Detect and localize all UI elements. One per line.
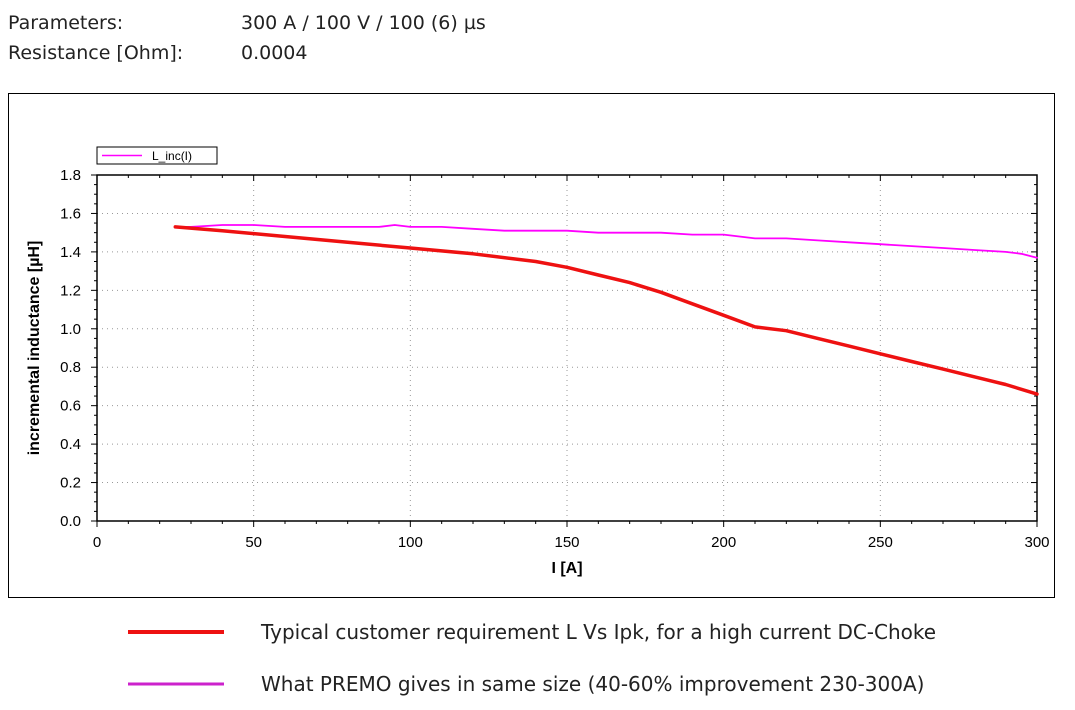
inductance-chart: 0 50 100 150 200 250 300 0.0 0.2 0.4 0.6 0.8 1.0 1.2 1… [26, 146, 1050, 577]
x-tick-label: 300 [1024, 534, 1049, 551]
x-tick-label: 50 [245, 534, 262, 551]
y-tick-label: 0.6 [60, 398, 81, 415]
resistance-label: Resistance [Ohm]: [8, 42, 184, 64]
y-tick-label: 1.4 [60, 244, 81, 261]
x-tick-label: 200 [711, 534, 736, 551]
x-tick-label: 100 [398, 534, 423, 551]
legend-red-label: Typical customer requirement L Vs Ipk, f… [261, 620, 937, 644]
bottom-legend-item: Typical customer requirement L Vs Ipk, f… [128, 606, 936, 658]
x-tick-label: 250 [868, 534, 893, 551]
y-tick-label: 1.8 [60, 167, 81, 184]
plot-area-border [96, 174, 1038, 522]
parameters-label: Parameters: [8, 12, 124, 34]
y-tick-label: 1.0 [60, 321, 81, 338]
resistance-value: 0.0004 [241, 42, 308, 64]
legend-label: L_inc(I) [152, 149, 192, 163]
series-line [173, 225, 1039, 396]
x-tick-label: 0 [93, 534, 101, 551]
bottom-legend-item: What PREMO gives in same size (40-60% im… [128, 658, 936, 710]
series-line [174, 224, 1038, 259]
parameters-value: 300 A / 100 V / 100 (6) µs [241, 12, 486, 34]
legend-red-line [128, 630, 224, 634]
chart-frame: 0 50 100 150 200 250 300 0.0 0.2 0.4 0.6 0.8 1.0 1.2 1… [8, 93, 1055, 598]
y-tick-label: 0.4 [60, 436, 81, 453]
x-tick-label: 150 [554, 534, 579, 551]
legend-magenta-line [128, 682, 224, 686]
legend-box [96, 146, 218, 165]
y-tick-label: 0.0 [60, 513, 81, 530]
y-tick-label: 1.6 [60, 205, 81, 222]
y-tick-label: 0.2 [60, 475, 81, 492]
y-tick-label: 1.2 [60, 282, 81, 299]
resistance-row: Resistance [Ohm]: 0.0004 [8, 38, 486, 68]
parameters-block: Parameters: 300 A / 100 V / 100 (6) µs R… [8, 8, 486, 68]
y-tick-label: 0.8 [60, 359, 81, 376]
bottom-legend: Typical customer requirement L Vs Ipk, f… [128, 606, 936, 710]
legend-magenta-label: What PREMO gives in same size (40-60% im… [261, 672, 925, 696]
y-axis-label: incremental inductance [µH] [26, 241, 43, 456]
parameters-row: Parameters: 300 A / 100 V / 100 (6) µs [8, 8, 486, 38]
x-axis-label: I [A] [551, 560, 582, 577]
